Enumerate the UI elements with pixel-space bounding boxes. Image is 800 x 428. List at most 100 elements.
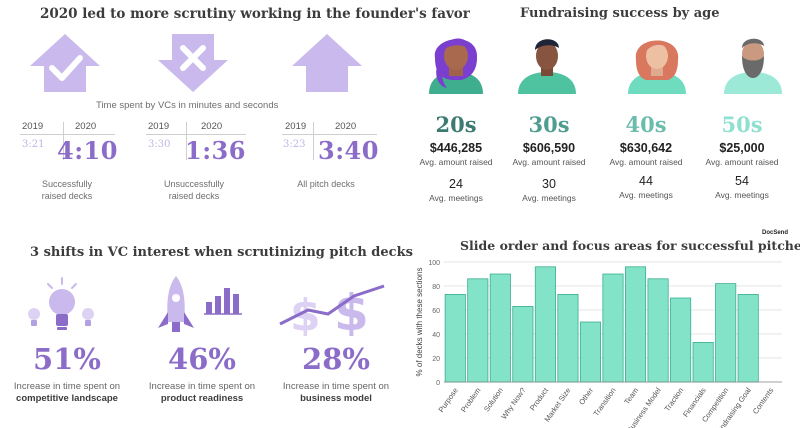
amount-label: Avg. amount raised [609,157,683,167]
decade-label: 30s [528,112,570,137]
shifts-title: 3 shifts in VC interest when scrutinizin… [30,245,413,260]
x-tick-label: Contents [751,386,776,416]
bar [602,273,624,383]
deck-label-line1: Successfully [41,179,93,189]
bar-chart: 0 20 40 60 80 100 % of decks with these sectio… [415,260,782,428]
scrutiny-title: 2020 led to more scrutiny working in the… [40,6,470,22]
fundraising-title: Fundraising success by age [520,6,720,21]
bar [692,342,714,383]
year-2020: 2020 [201,121,223,132]
avatar-20s-icon [421,28,491,99]
time-2020: 1:36 [185,136,246,165]
shift-topic: business model [300,393,372,404]
deck-label: All pitch decks [276,178,376,190]
x-tick-label: Product [528,385,551,412]
x-tick-label: Team [622,386,640,406]
decade-label: 20s [435,112,477,137]
chart-title: Slide order and focus areas for successf… [460,238,800,253]
shift-percent: 46% [168,342,236,376]
meetings-count: 44 [639,174,653,188]
decade-label: 40s [625,112,667,137]
bar [534,266,556,383]
y-tick-label: 0 [436,380,440,387]
amount-raised: $446,285 [429,141,483,155]
divider [63,122,64,160]
bar [512,306,534,383]
bar [489,273,511,383]
avatar-40s-icon [622,28,692,99]
x-tick-label: Problem [459,386,482,414]
shift-topic: product readiness [160,393,244,404]
x-tick-label: Transition [592,386,618,418]
amount-label: Avg. amount raised [419,157,493,167]
y-tick-label: 100 [428,260,440,267]
y-tick-label: 80 [432,284,440,291]
bar [647,278,669,383]
divider [186,122,187,160]
shift-desc-text: Increase in time spent on [282,381,390,392]
bar [737,294,759,383]
shift-percent: 28% [302,342,370,376]
bar [467,278,489,383]
time-2019: 3:30 [148,139,171,150]
divider [282,134,377,135]
avatar-30s-icon [512,28,582,99]
amount-label: Avg. amount raised [705,157,779,167]
meetings-count: 30 [542,177,556,191]
divider [146,134,246,135]
divider [20,134,115,135]
deck-label-line1: All pitch decks [297,179,355,189]
x-down-arrow-icon [158,34,228,94]
meetings-label: Avg. meetings [619,190,673,200]
bar [715,283,737,383]
shift-description: Increase in time spent on competitive la… [2,381,132,405]
x-tick-label: Solution [482,386,505,413]
year-2019: 2019 [285,121,307,132]
y-axis-label: % of decks with these sections [415,268,424,377]
shift-description: Increase in time spent on business model [271,381,401,405]
year-2020: 2020 [335,121,357,132]
time-2020: 3:40 [318,136,379,165]
bar [579,321,602,383]
lightbulb-icon [22,274,102,341]
bar [444,294,466,383]
deck-label-line2: raised decks [168,191,220,201]
shift-description: Increase in time spent on product readin… [137,381,267,405]
rocket-chart-icon [154,272,250,341]
y-tick-label: 60 [432,308,440,315]
deck-label-line1: Unsuccessfully [163,179,225,189]
year-2020: 2020 [75,121,97,132]
avatar-50s-icon [718,28,788,99]
decade-label: 50s [721,112,763,137]
docsend-logo: DocSend [762,230,789,236]
bar [670,297,692,383]
y-tick-label: 20 [432,356,440,363]
meetings-count: 54 [735,174,749,188]
time-2020: 4:10 [57,136,118,165]
meetings-label: Avg. meetings [429,193,483,203]
deck-label: Unsuccessfully raised decks [144,178,244,202]
divider [313,122,314,160]
amount-label: Avg. amount raised [512,157,586,167]
meetings-label: Avg. meetings [522,193,576,203]
deck-label: Successfully raised decks [17,178,117,202]
bar [557,294,579,383]
amount-raised: $606,590 [522,141,576,155]
up-arrow-icon [292,34,362,94]
dollar-trend-icon: $ $ [278,280,388,342]
x-tick-label: Other [577,386,595,407]
shift-topic: competitive landscape [16,393,118,404]
amount-raised: $630,642 [619,141,673,155]
x-tick-label: Traction [662,386,685,413]
shift-percent: 51% [33,342,101,376]
check-up-arrow-icon [30,34,100,94]
time-2019: 3:23 [283,139,306,150]
bar [624,266,647,383]
shift-desc-text: Increase in time spent on [148,381,256,392]
y-tick-label: 40 [432,332,440,339]
meetings-label: Avg. meetings [715,190,769,200]
scrutiny-subtitle: Time spent by VCs in minutes and seconds [96,100,279,111]
time-2019: 3:21 [22,139,45,150]
year-2019: 2019 [22,121,44,132]
shift-desc-text: Increase in time spent on [13,381,121,392]
